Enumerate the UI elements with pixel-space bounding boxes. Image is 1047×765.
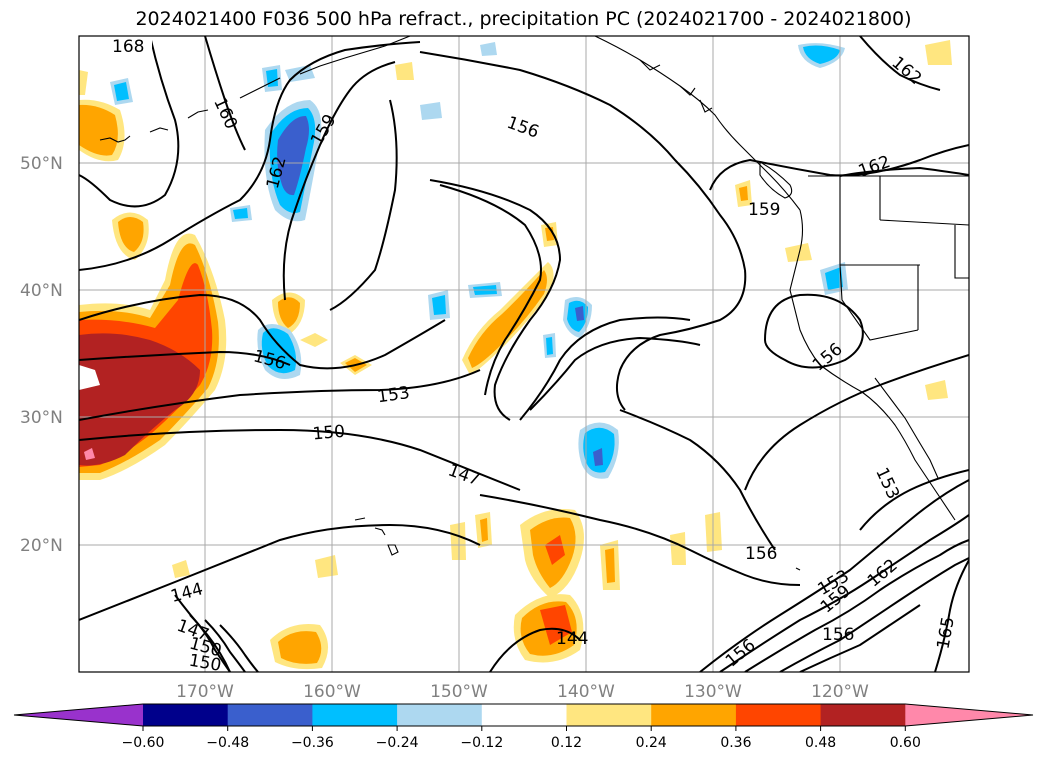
negative-anomaly-region: [266, 69, 278, 87]
longitude-labels: 170°W 160°W 150°W 140°W 130°W 120°W: [176, 682, 869, 702]
contour-label: 168: [112, 37, 144, 57]
colorbar-segment: [227, 704, 313, 726]
colorbar-segment: [312, 704, 398, 726]
lon-label-160w: 160°W: [303, 682, 361, 702]
colorbar-tick-label: 0.24: [636, 735, 667, 751]
lat-label-50n: 50°N: [20, 154, 63, 174]
positive-anomaly-region: [395, 62, 414, 80]
negative-anomaly-region: [593, 448, 603, 466]
negative-anomaly-region: [277, 115, 309, 196]
map-plot-area: 168 160 159 162 156 162 162 159 156 153 …: [79, 36, 969, 676]
colorbar-tick-label: −0.48: [206, 735, 249, 751]
positive-anomaly-region: [79, 70, 88, 95]
lon-label-150w: 150°W: [430, 682, 488, 702]
contour-label: 150: [312, 422, 346, 445]
colorbar-segment: [566, 704, 652, 726]
lon-label-120w: 120°W: [811, 682, 869, 702]
colorbar-tick-label: 0.60: [890, 735, 921, 751]
negative-anomaly-region: [803, 45, 840, 64]
contour-label: 156: [822, 625, 854, 645]
contour-label: 144: [556, 629, 588, 649]
latitude-labels: 50°N 40°N 30°N 20°N: [20, 154, 63, 556]
negative-anomaly-region: [261, 328, 297, 374]
negative-anomaly-region: [825, 267, 843, 290]
positive-anomaly-region: [540, 605, 572, 645]
contour-label: 150: [187, 651, 222, 676]
negative-anomaly-region: [432, 295, 446, 315]
positive-anomaly-region: [172, 560, 190, 578]
colorbar-tick-label: −0.36: [291, 735, 334, 751]
negative-anomaly-region: [480, 42, 497, 56]
colorbar-extend-high: [905, 704, 1033, 726]
lat-label-20n: 20°N: [20, 536, 63, 556]
colorbar-tick-label: 0.12: [551, 735, 582, 751]
map-frame: [78, 35, 970, 673]
negative-anomaly-region: [114, 82, 129, 101]
colorbar-extend-low: [14, 704, 143, 726]
map-title: 2024021400 F036 500 hPa refract., precip…: [135, 8, 912, 30]
positive-anomaly-region: [925, 380, 948, 400]
negative-anomaly-region: [420, 102, 442, 120]
positive-anomaly-region: [605, 548, 615, 583]
colorbar-tick-label: −0.60: [122, 735, 165, 751]
lat-label-40n: 40°N: [20, 281, 63, 301]
contour-label: 153: [376, 383, 411, 407]
positive-anomaly-region: [785, 243, 812, 262]
positive-anomaly-region: [670, 532, 686, 565]
positive-anomaly-region: [925, 40, 952, 65]
positive-anomaly-region: [739, 186, 748, 201]
negative-anomaly-region: [546, 337, 553, 355]
colorbar-segment: [397, 704, 483, 726]
colorbar-tick-label: 0.36: [720, 735, 751, 751]
lon-label-130w: 130°W: [684, 682, 742, 702]
lon-label-140w: 140°W: [557, 682, 615, 702]
positive-anomaly-region: [468, 270, 547, 368]
map-gridlines: [79, 36, 969, 672]
positive-anomaly-region: [118, 217, 144, 252]
colorbar-tick-label: −0.12: [460, 735, 503, 751]
positive-anomaly-region: [450, 522, 466, 560]
colorbar-segment: [143, 704, 229, 726]
negative-anomaly-region: [575, 306, 584, 321]
positive-anomaly-region: [79, 104, 118, 156]
positive-anomaly-region: [480, 518, 488, 542]
colorbar: −0.60 −0.48 −0.36 −0.24 −0.12 0.12 0.24 0.36 0.4…: [13, 703, 1034, 751]
colorbar-tick-label: 0.48: [805, 735, 836, 751]
contour-label: 156: [745, 544, 777, 564]
positive-anomaly-region: [84, 448, 95, 460]
negative-anomaly-region: [233, 208, 248, 219]
colorbar-segment: [735, 704, 822, 726]
lat-label-30n: 30°N: [20, 408, 63, 428]
positive-anomaly-region: [300, 333, 328, 347]
colorbar-tick-label: −0.24: [376, 735, 419, 751]
positive-anomaly-region: [545, 535, 565, 565]
positive-anomaly-region: [79, 333, 200, 466]
contour-label: 159: [748, 200, 780, 220]
colorbar-segment: [651, 704, 737, 726]
refractivity-contours: [79, 36, 969, 672]
lon-label-170w: 170°W: [176, 682, 234, 702]
colorbar-segment: [820, 704, 906, 726]
positive-anomaly-region: [278, 297, 300, 328]
colorbar-segment: [481, 704, 567, 726]
positive-anomaly-region: [278, 631, 322, 664]
